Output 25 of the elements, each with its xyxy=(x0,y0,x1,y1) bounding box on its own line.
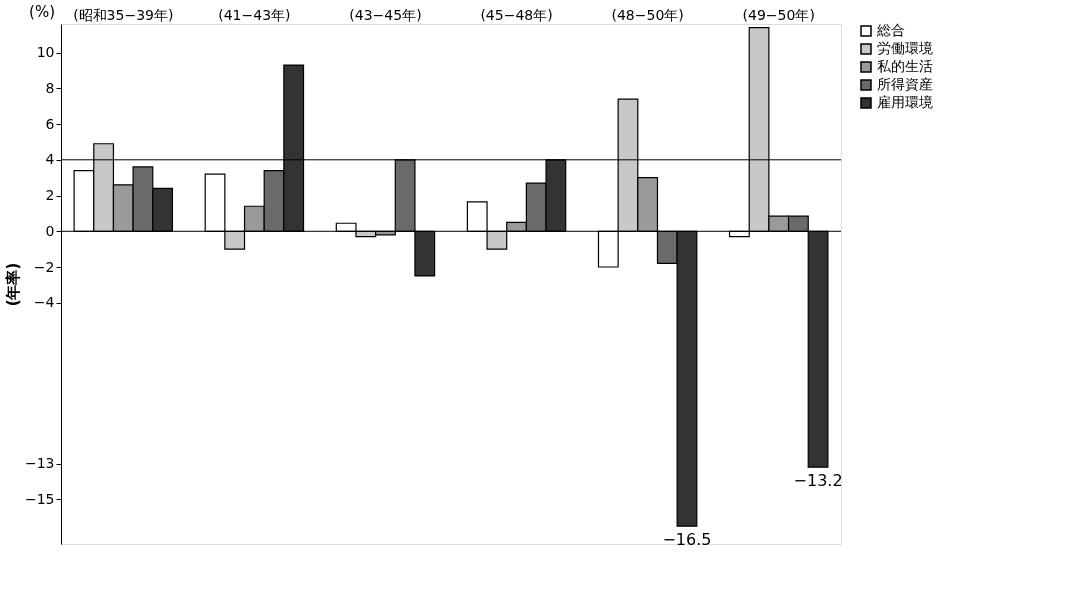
x-tick-label: (48−50年) xyxy=(611,6,684,23)
y-tick-label: 10 xyxy=(36,44,55,61)
y-tick-label: 0 xyxy=(45,222,55,239)
y-tick-label: 8 xyxy=(45,79,55,96)
text: (%) xyxy=(29,3,55,21)
y-tick-label: 6 xyxy=(45,115,55,132)
y-tick-label: 2 xyxy=(45,187,55,204)
legend-label: 私的生活 xyxy=(877,58,933,74)
y-tick-label: 4 xyxy=(45,151,55,168)
data-label: −13.2 xyxy=(793,471,843,491)
legend-label: 所得資産 xyxy=(877,76,933,92)
x-tick-label: (45−48年) xyxy=(480,6,553,23)
data-label: −16.5 xyxy=(662,530,712,550)
legend-label: 労働環境 xyxy=(877,40,933,56)
x-tick-label: (43−45年) xyxy=(349,6,422,23)
legend-label: 総合 xyxy=(876,22,905,38)
x-tick-label: (昭和35−39年) xyxy=(73,6,174,23)
x-tick-label: (49−50年) xyxy=(742,6,815,23)
y-axis-title: (年率) xyxy=(3,262,22,307)
y-tick-label: −2 xyxy=(33,258,55,275)
y-tick-label: −4 xyxy=(33,294,55,311)
y-tick-label: −15 xyxy=(24,490,55,507)
x-tick-label: (41−43年) xyxy=(218,6,291,23)
y-tick-label: −13 xyxy=(24,455,55,472)
legend-label: 雇用環境 xyxy=(877,94,933,110)
